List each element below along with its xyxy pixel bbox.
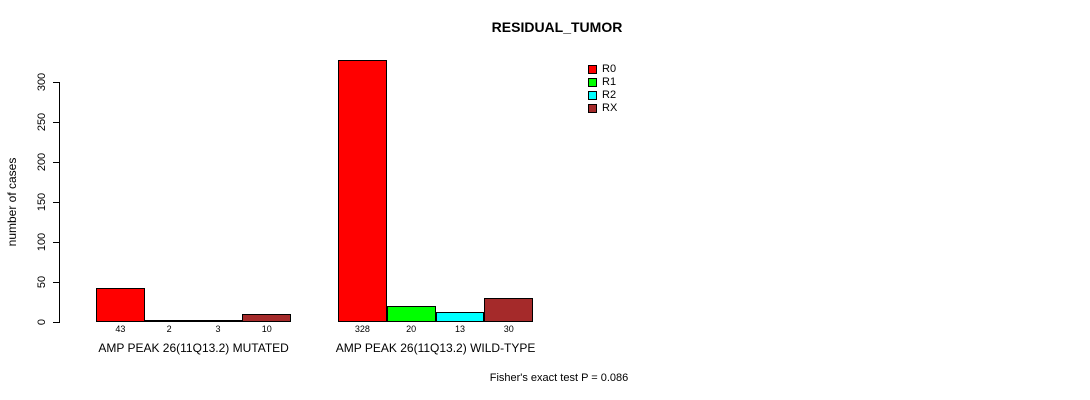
- count-label-group2-rx: 30: [503, 324, 514, 334]
- legend-label-r1: R1: [602, 76, 617, 88]
- legend-label-r0: R0: [602, 63, 617, 75]
- bar-group1-rx: [242, 314, 292, 322]
- y-axis-label: number of cases: [5, 157, 19, 247]
- legend-swatch-r2: [588, 91, 597, 100]
- y-tick-label-250: 250: [36, 112, 48, 132]
- y-tick-label-300: 300: [36, 72, 48, 92]
- legend-label-rx: RX: [602, 102, 618, 114]
- count-label-group1-r1: 2: [166, 324, 172, 334]
- legend-swatch-r0: [588, 65, 597, 74]
- y-tick-label-100: 100: [36, 232, 48, 252]
- bar-group2-r1: [386, 306, 436, 322]
- legend-swatch-rx: [588, 104, 597, 113]
- count-label-group2-r0: 328: [354, 324, 370, 334]
- y-tick-mark-100: [53, 242, 59, 243]
- count-label-group1-r0: 43: [115, 324, 126, 334]
- count-label-group1-r2: 3: [215, 324, 221, 334]
- count-label-group2-r2: 13: [454, 324, 466, 334]
- group-label-1: AMP PEAK 26(11Q13.2) MUTATED: [98, 341, 289, 355]
- y-tick-label-200: 200: [36, 152, 48, 172]
- legend: R0 R1 R2 RX: [588, 63, 617, 115]
- legend-swatch-r1: [588, 78, 597, 87]
- bar-group1-r2: [193, 319, 243, 322]
- y-axis-line: [59, 82, 60, 323]
- y-tick-label-50: 50: [36, 275, 48, 289]
- legend-row-r1: R1: [588, 76, 617, 89]
- count-label-group1-rx: 10: [261, 324, 272, 334]
- chart-title: RESIDUAL_TUMOR: [491, 19, 623, 35]
- legend-row-r2: R2: [588, 89, 617, 102]
- y-tick-mark-0: [53, 322, 59, 323]
- y-tick-mark-50: [53, 282, 59, 283]
- bar-group1-r0: [96, 287, 145, 322]
- legend-row-rx: RX: [588, 102, 617, 115]
- bar-group1-r1: [144, 320, 194, 322]
- legend-row-r0: R0: [588, 63, 617, 76]
- legend-label-r2: R2: [602, 89, 617, 101]
- fisher-test-annotation: Fisher's exact test P = 0.086: [489, 372, 629, 384]
- y-tick-label-150: 150: [36, 192, 48, 212]
- y-tick-mark-300: [53, 82, 59, 83]
- y-tick-mark-150: [53, 202, 59, 203]
- bar-group2-r2: [435, 311, 485, 322]
- bar-group2-rx: [484, 298, 534, 322]
- bar-group2-r0: [338, 59, 387, 322]
- count-label-group2-r1: 20: [406, 324, 417, 334]
- y-tick-mark-250: [53, 122, 59, 123]
- group-label-2: AMP PEAK 26(11Q13.2) WILD-TYPE: [335, 341, 536, 355]
- y-tick-label-0: 0: [36, 318, 48, 326]
- y-tick-mark-200: [53, 162, 59, 163]
